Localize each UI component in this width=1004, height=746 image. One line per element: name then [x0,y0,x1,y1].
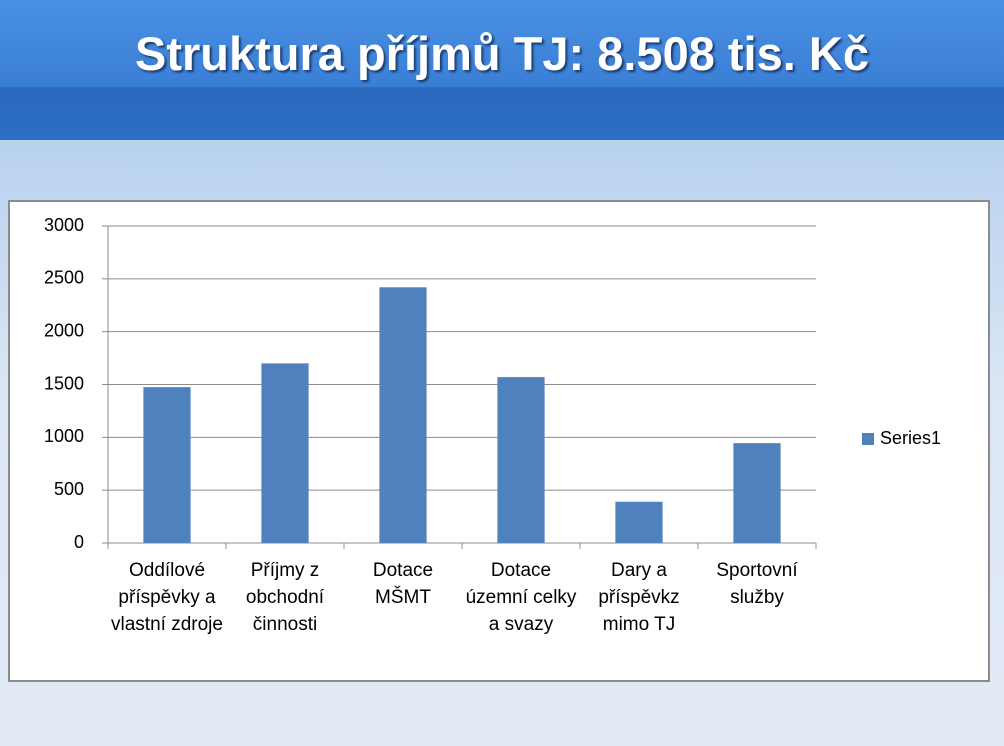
x-tick-label: Oddílové příspěvky a vlastní zdroje [111,560,223,635]
x-tick-label: Příjmy z obchodní činnosti [245,560,325,635]
bar [733,443,781,543]
x-tick-label: Sportovní služby [716,560,798,608]
legend-swatch [862,433,874,445]
bar [143,387,191,543]
bar [379,287,427,543]
y-tick-label: 1500 [44,373,84,393]
y-tick-label: 1000 [44,426,84,446]
y-tick-label: 0 [74,532,84,552]
chart-title: Struktura příjmů TJ: 8.508 tis. Kč [135,27,869,80]
header [0,0,1004,140]
x-tick-label: Dary a příspěvkz mimo TJ [598,560,680,635]
y-tick-label: 2000 [44,320,84,340]
y-tick-label: 500 [54,479,84,499]
y-tick-label: 3000 [44,215,84,235]
bar [261,363,309,543]
bar [615,501,663,543]
y-tick-label: 2500 [44,268,84,288]
bar [497,377,545,543]
legend-label: Series1 [880,428,941,448]
x-tick-label: Dotace MŠMT [372,560,434,608]
x-tick-label: Dotace územní celky a svazy [465,560,577,635]
